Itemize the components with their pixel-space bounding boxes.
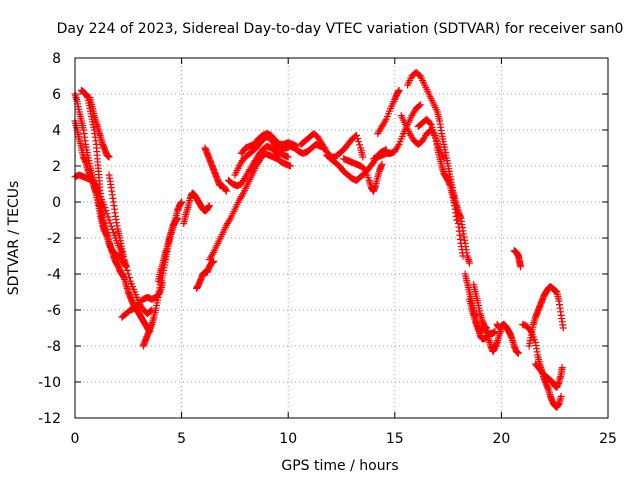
data-point [102, 207, 110, 215]
data-point [173, 214, 181, 222]
data-point [103, 210, 111, 218]
grid-layer [75, 58, 608, 418]
data-point [557, 392, 565, 400]
data-point [101, 203, 109, 211]
chart-title: Day 224 of 2023, Sidereal Day-to-day VTE… [57, 21, 624, 37]
data-point [178, 198, 186, 206]
data-point [514, 349, 522, 357]
y-tick-label: -12 [38, 411, 61, 427]
data-points [71, 68, 567, 411]
data-point [106, 219, 114, 227]
data-point [91, 180, 99, 188]
data-point [125, 274, 133, 282]
data-point [558, 364, 566, 372]
y-tick-label: -8 [47, 339, 61, 355]
data-point [122, 263, 130, 271]
y-tick-label: -10 [38, 375, 61, 391]
y-tick-label: 8 [52, 51, 61, 67]
data-point [123, 266, 131, 274]
y-tick-label: -6 [47, 303, 61, 319]
data-point [352, 131, 360, 139]
data-point [353, 135, 361, 143]
x-tick-label: 0 [71, 431, 80, 447]
x-axis-ticks: 0 5 10 15 20 25 [71, 58, 617, 447]
data-point [415, 102, 423, 110]
data-point [465, 259, 473, 267]
data-point [124, 270, 132, 278]
data-point [416, 101, 424, 109]
data-point [453, 216, 461, 224]
y-axis-ticks: -12 -10 -8 -6 -4 -2 0 2 4 6 8 [38, 51, 608, 427]
x-tick-label: 10 [279, 431, 297, 447]
x-tick-label: 25 [599, 431, 617, 447]
data-point [205, 202, 213, 210]
x-axis-label: GPS time / hours [281, 458, 398, 474]
data-point [222, 187, 230, 195]
y-tick-label: 4 [52, 123, 61, 139]
data-point [210, 257, 218, 265]
plot-frame [74, 57, 609, 419]
data-point [360, 165, 368, 173]
x-tick-label: 15 [386, 431, 404, 447]
data-point [482, 324, 490, 332]
x-tick-label: 5 [177, 431, 186, 447]
data-point [378, 160, 386, 168]
data-point [359, 153, 367, 161]
y-tick-label: 0 [52, 195, 61, 211]
y-tick-label: -4 [47, 267, 61, 283]
data-point [100, 227, 108, 235]
data-point [105, 216, 113, 224]
y-tick-label: -2 [47, 231, 61, 247]
data-point [104, 213, 112, 221]
x-tick-label: 20 [492, 431, 510, 447]
data-point [517, 263, 525, 271]
data-point [355, 138, 363, 146]
data-point [559, 324, 567, 332]
y-axis-label: SDTVAR / TECUs [6, 181, 22, 296]
data-point [356, 141, 364, 149]
data-point [105, 153, 113, 161]
y-tick-label: 6 [52, 87, 61, 103]
data-point [107, 222, 115, 230]
data-point [284, 153, 292, 161]
y-tick-label: 2 [52, 159, 61, 175]
data-point [395, 86, 403, 94]
data-point [286, 162, 294, 170]
data-point [426, 119, 434, 127]
data-point [293, 142, 301, 150]
